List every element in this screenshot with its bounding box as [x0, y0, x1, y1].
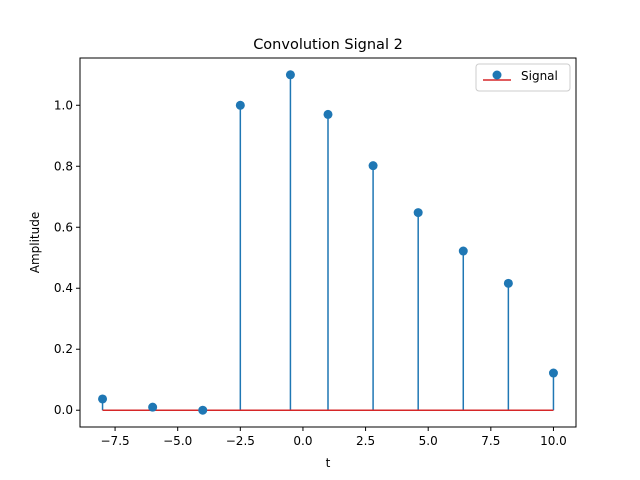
stem-marker: [285, 70, 295, 80]
legend-marker-swatch: [492, 70, 502, 80]
stem-marker: [548, 368, 558, 378]
x-tick-label: 5.0: [419, 434, 438, 448]
y-tick-label: 0.2: [54, 342, 73, 356]
x-tick-label: 7.5: [481, 434, 500, 448]
x-tick-label: −2.5: [226, 434, 255, 448]
y-axis-label: Amplitude: [28, 212, 42, 274]
legend-label: Signal: [521, 69, 558, 83]
x-tick-label: 2.5: [356, 434, 375, 448]
y-tick-label: 0.4: [54, 281, 73, 295]
y-tick-label: 0.0: [54, 403, 73, 417]
x-tick-label: −5.0: [163, 434, 192, 448]
y-tick-label: 0.8: [54, 159, 73, 173]
stem-marker: [503, 278, 513, 288]
stem-marker: [235, 100, 245, 110]
y-tick-label: 1.0: [54, 98, 73, 112]
stem-marker: [148, 402, 158, 412]
y-axis-ticks: 0.0 0.2 0.4 0.6 0.8 1.0: [54, 98, 80, 417]
axes-frame: [79, 57, 577, 428]
chart-title: Convolution Signal 2: [253, 37, 403, 53]
y-tick-label: 0.6: [54, 220, 73, 234]
plot-area: [98, 70, 558, 415]
stem-marker: [198, 405, 208, 415]
stem-marker: [98, 394, 108, 404]
x-axis-ticks: −7.5 −5.0 −2.5 0.0 2.5 5.0 7.5 10.0: [101, 427, 567, 448]
legend-box: [475, 63, 571, 92]
legend: Signal: [475, 63, 571, 92]
stem-marker: [413, 208, 423, 218]
x-tick-label: −7.5: [101, 434, 130, 448]
x-axis-label: t: [326, 456, 331, 470]
x-tick-label: 0.0: [293, 434, 312, 448]
stem-marker: [368, 161, 378, 171]
stem-marker: [323, 109, 333, 119]
x-tick-label: 10.0: [540, 434, 567, 448]
stem-marker: [458, 246, 468, 256]
